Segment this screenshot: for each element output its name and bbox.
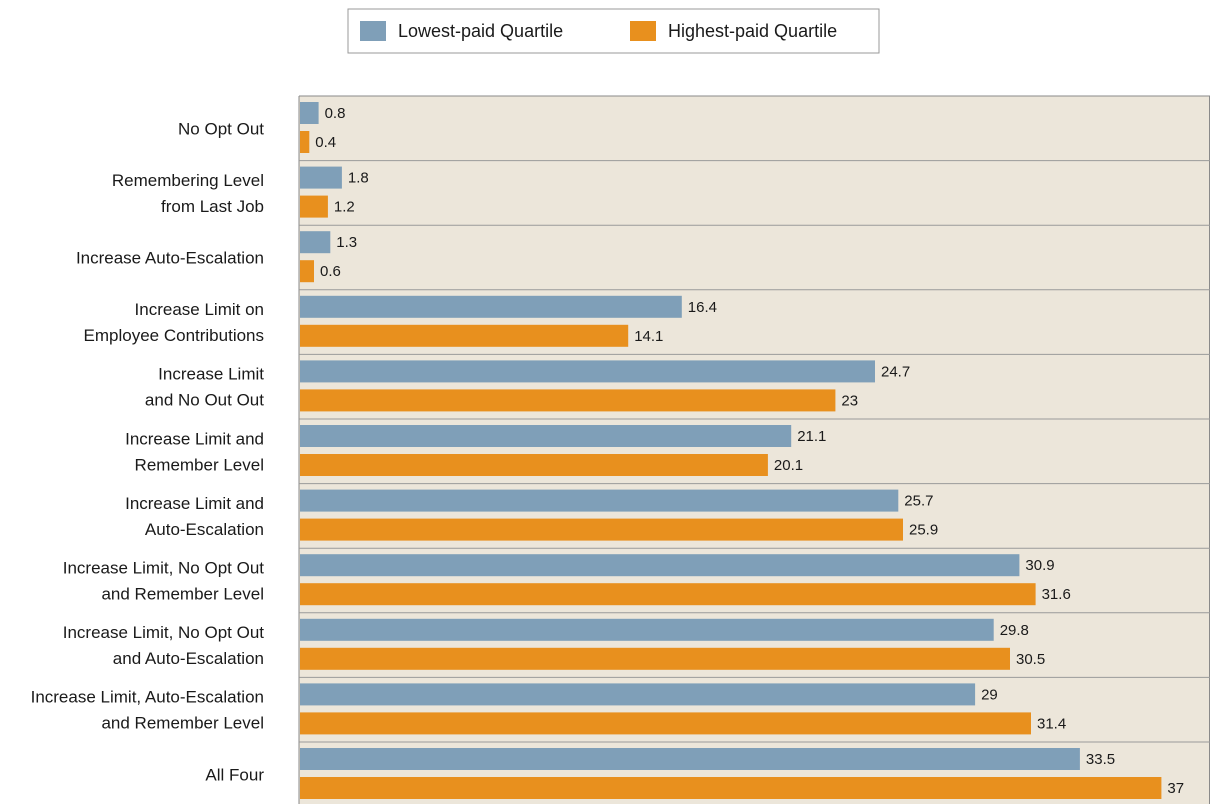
legend-box — [347, 8, 880, 54]
bar-highest — [300, 195, 328, 218]
value-label: 20.1 — [774, 457, 803, 474]
bar-highest — [300, 583, 1036, 606]
bar-highest — [300, 260, 314, 283]
bar-lowest — [300, 554, 1020, 577]
value-label: 14.1 — [634, 328, 663, 345]
bar-lowest — [300, 489, 899, 512]
category-label: Increase Limit and — [125, 429, 264, 448]
category-label: Remembering Level — [112, 171, 264, 190]
value-label: 29.8 — [1000, 622, 1029, 639]
category-label: Increase Limit — [158, 365, 264, 384]
category-label: No Opt Out — [178, 119, 264, 138]
bar-lowest — [300, 683, 976, 706]
value-label: 25.7 — [904, 493, 933, 510]
category-label: Increase Limit on — [135, 300, 264, 319]
bar-lowest — [300, 618, 994, 641]
value-label: 0.8 — [325, 105, 346, 122]
category-label: All Four — [205, 765, 264, 784]
value-label: 23 — [841, 392, 858, 409]
legend-label-lowest: Lowest-paid Quartile — [398, 21, 563, 41]
bar-lowest — [300, 166, 342, 189]
legend-label-highest: Highest-paid Quartile — [668, 21, 837, 41]
bar-highest — [300, 777, 1162, 799]
bar-lowest — [300, 360, 875, 383]
value-label: 0.6 — [320, 263, 341, 280]
value-label: 33.5 — [1086, 751, 1115, 768]
value-label: 16.4 — [688, 299, 717, 316]
value-label: 1.8 — [348, 170, 369, 187]
value-label: 1.3 — [336, 234, 357, 251]
bar-lowest — [300, 295, 682, 318]
legend-swatch-lowest — [360, 21, 386, 41]
legend-swatch-highest — [630, 21, 656, 41]
category-label: and Auto-Escalation — [113, 649, 264, 668]
category-label: Increase Limit, Auto-Escalation — [31, 688, 264, 707]
category-label: and Remember Level — [101, 585, 264, 604]
value-label: 1.2 — [334, 199, 355, 216]
value-label: 25.9 — [909, 522, 938, 539]
bar-lowest — [300, 425, 792, 447]
value-label: 30.9 — [1025, 557, 1054, 574]
value-label: 29 — [981, 686, 998, 703]
value-label: 31.4 — [1037, 715, 1066, 732]
value-label: 24.7 — [881, 363, 910, 380]
bar-highest — [300, 324, 629, 347]
category-label: Increase Limit, No Opt Out — [63, 559, 265, 578]
bar-highest — [300, 712, 1031, 735]
bar-highest — [300, 454, 768, 476]
category-label: Increase Limit, No Opt Out — [63, 623, 265, 642]
category-label: and No Out Out — [145, 391, 264, 410]
bar-highest — [300, 389, 836, 412]
category-label: and Remember Level — [101, 714, 264, 733]
value-label: 21.1 — [797, 428, 826, 445]
bar-highest — [300, 131, 310, 153]
category-label: Auto-Escalation — [145, 520, 264, 539]
category-label: Remember Level — [135, 455, 264, 474]
category-label: from Last Job — [161, 197, 264, 216]
category-label: Increase Auto-Escalation — [76, 249, 264, 268]
category-label: Increase Limit and — [125, 494, 264, 513]
bar-highest — [300, 647, 1010, 670]
value-label: 37 — [1167, 780, 1184, 797]
bar-highest — [300, 518, 903, 541]
bar-lowest — [300, 748, 1080, 770]
bar-marks: No Opt Out 0.8 0.4 Remembering Level from La… — [31, 102, 1210, 799]
value-label: 30.5 — [1016, 651, 1045, 668]
value-label: 31.6 — [1042, 586, 1071, 603]
legend: Lowest-paid Quartile Highest-paid Quarti… — [347, 8, 880, 54]
bar-lowest — [300, 102, 319, 124]
value-label: 0.4 — [315, 134, 336, 151]
bar-lowest — [300, 231, 331, 254]
category-label: Employee Contributions — [84, 326, 264, 345]
